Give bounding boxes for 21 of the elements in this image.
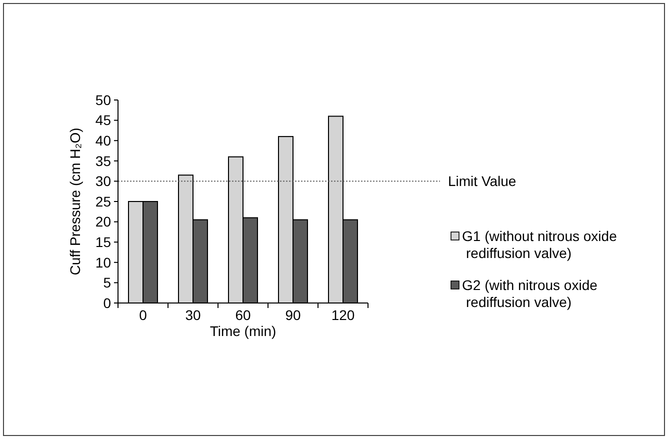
y-tick-label: 15 xyxy=(95,234,112,250)
x-tick-label: 0 xyxy=(139,307,148,323)
y-tick-label: 20 xyxy=(95,214,112,230)
legend-label: G1 (without nitrous oxide rediffusion valve) xyxy=(462,228,618,261)
y-tick-label: 5 xyxy=(103,274,112,291)
y-tick-label: 40 xyxy=(95,132,112,148)
x-tick-label: 90 xyxy=(285,307,301,323)
legend-label: G2 (with nitrous oxide rediffusion valve) xyxy=(462,276,598,310)
ref-line-label: Limit Value xyxy=(448,173,516,190)
x-axis-title: Time (min) xyxy=(210,323,276,339)
y-tick-label: 30 xyxy=(95,173,112,190)
x-tick-label: 120 xyxy=(331,307,355,323)
y-tick-label: 50 xyxy=(95,92,112,108)
y-tick-label: 45 xyxy=(95,112,112,128)
y-tick-label: 25 xyxy=(95,193,112,210)
y-axis-title: Cuff Pressure (cm H₂O) xyxy=(67,128,83,276)
y-tick-label: 0 xyxy=(103,294,112,311)
y-tick-label: 10 xyxy=(95,254,112,270)
y-tick-label: 35 xyxy=(95,152,112,169)
x-tick-label: 30 xyxy=(185,307,201,323)
x-tick-label: 60 xyxy=(235,307,251,323)
